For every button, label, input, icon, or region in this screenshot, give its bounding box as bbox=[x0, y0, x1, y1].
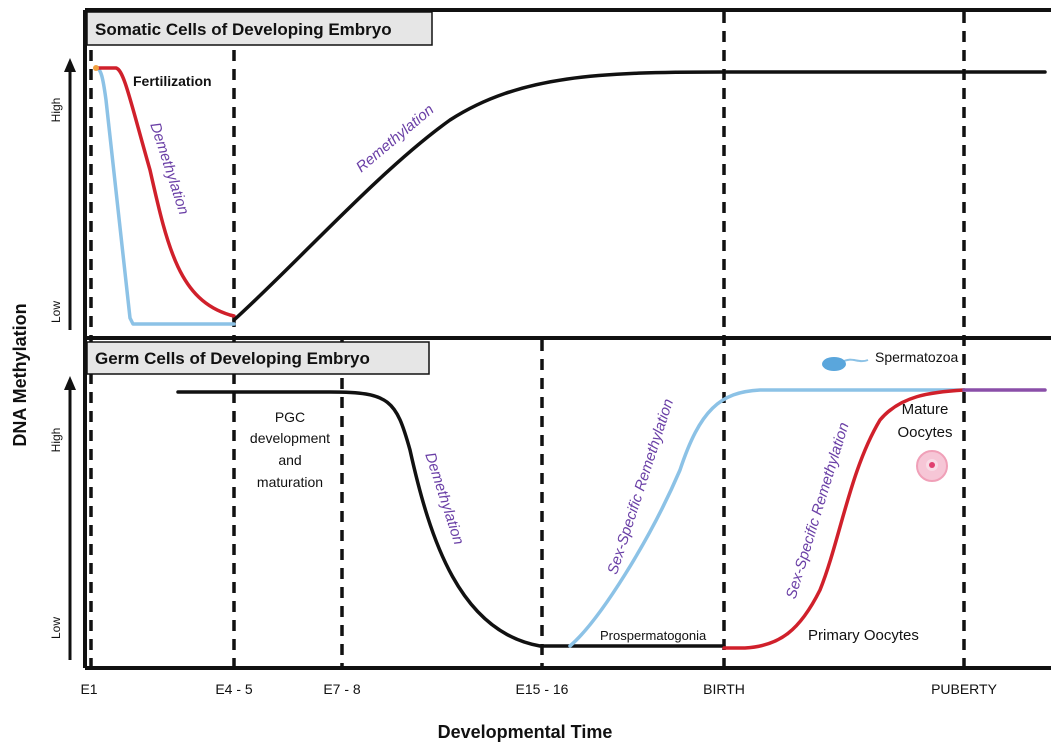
annotation: and bbox=[278, 452, 301, 468]
annotation: development bbox=[250, 430, 330, 446]
sperm-icon bbox=[822, 357, 869, 371]
time-label: E7 - 8 bbox=[323, 681, 361, 697]
time-label: PUBERTY bbox=[931, 681, 998, 697]
low-label: Low bbox=[49, 301, 63, 323]
x-axis-label: Developmental Time bbox=[438, 722, 613, 742]
annotation: maturation bbox=[257, 474, 323, 490]
annotation: Prospermatogonia bbox=[600, 628, 707, 643]
curve bbox=[232, 70, 1047, 322]
time-label: E4 - 5 bbox=[215, 681, 253, 697]
annotation: Spermatozoa bbox=[875, 349, 958, 365]
annotation: Oocytes bbox=[897, 424, 952, 441]
arrow-head bbox=[64, 376, 76, 390]
low-label: Low bbox=[49, 617, 63, 639]
curve bbox=[94, 66, 236, 318]
time-labels: E1 E4 - 5 E7 - 8 E15 - 16 BIRTH PUBERTY bbox=[80, 681, 997, 697]
curve bbox=[94, 66, 236, 326]
y-axis-label: DNA Methylation bbox=[10, 303, 30, 446]
annotation: Sex-Specific Remethylation bbox=[783, 420, 853, 600]
time-lines bbox=[89, 12, 966, 666]
annotation: PGC bbox=[275, 409, 305, 425]
curve bbox=[568, 388, 966, 648]
title-box bbox=[86, 11, 433, 46]
annotation: Mature bbox=[902, 401, 949, 418]
dot bbox=[93, 65, 99, 71]
arrow-head bbox=[64, 58, 76, 72]
time-label: E15 - 16 bbox=[516, 681, 569, 697]
time-label: E1 bbox=[80, 681, 97, 697]
panel-title: Germ Cells of Developing Embryo bbox=[95, 349, 370, 368]
annotation: Demethylation bbox=[146, 120, 192, 216]
title-box bbox=[86, 341, 430, 375]
annotation: Fertilization bbox=[133, 73, 212, 89]
oocyte-icon bbox=[916, 450, 948, 482]
annotation: Demethylation bbox=[421, 450, 467, 546]
pgc-label: PGC development and maturation bbox=[250, 409, 330, 490]
curve bbox=[722, 388, 966, 650]
panel-title: Somatic Cells of Developing Embryo bbox=[95, 20, 392, 39]
high-label: High bbox=[49, 428, 63, 453]
curve bbox=[176, 390, 726, 648]
high-label: High bbox=[49, 98, 63, 123]
time-label: BIRTH bbox=[703, 681, 745, 697]
frame bbox=[83, 8, 1051, 670]
annotation: Primary Oocytes bbox=[808, 627, 919, 644]
